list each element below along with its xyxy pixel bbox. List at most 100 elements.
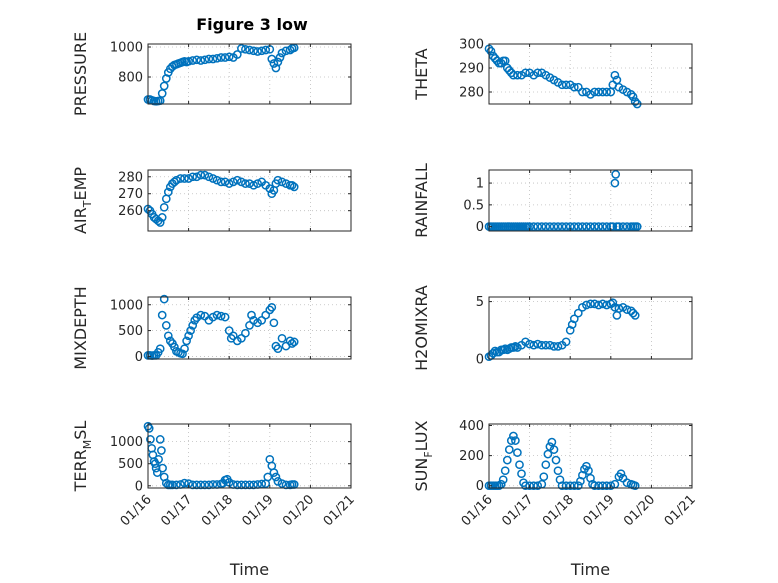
data-point (533, 481, 543, 491)
data-point (561, 337, 571, 347)
y-axis-label: RAINFALL (412, 163, 431, 238)
data-point (565, 325, 575, 335)
axes-box (488, 169, 693, 232)
data-point (578, 87, 587, 97)
y-tick-label: 0.5 (463, 198, 484, 213)
data-point (509, 70, 518, 80)
subplot-rainfall: 0 0.5 1 RAINFALL (412, 163, 693, 238)
data-point (212, 310, 222, 320)
data-point (224, 179, 234, 188)
plot-area (489, 44, 692, 104)
data-point (216, 311, 226, 321)
data-point (157, 446, 166, 455)
data-point (628, 308, 638, 318)
data-point (545, 222, 555, 231)
x-tick-label: 01/20 (621, 492, 658, 529)
data-point (541, 340, 551, 350)
data-point (188, 172, 198, 182)
data-point (224, 326, 234, 335)
data-point (618, 222, 628, 231)
data-point (155, 435, 165, 444)
data-point (602, 222, 612, 231)
data-point (573, 222, 583, 231)
data-point (271, 472, 281, 482)
data-point (565, 481, 575, 491)
data-point (557, 80, 567, 90)
data-point (157, 310, 167, 320)
data-point (155, 218, 165, 227)
plot-area (148, 297, 351, 359)
x-tick-label: 01/20 (280, 492, 317, 529)
data-point (196, 310, 206, 320)
y-axis-label: THETA (412, 48, 431, 100)
data-series (143, 294, 299, 360)
data-point (154, 454, 163, 464)
subplot-pressure: 800 1000 PRESSURE (71, 32, 352, 116)
x-tick-label: 01/17 (158, 492, 195, 529)
data-point (594, 481, 603, 491)
data-point (163, 331, 173, 341)
data-point (232, 50, 242, 59)
data-point (241, 328, 250, 338)
data-point (502, 455, 512, 465)
x-axis-label: Time (570, 560, 610, 579)
data-point (541, 222, 551, 231)
subplot-sun_flux: 0 200 400 01/16 01/17 01/18 01/19 01/20 01/21 SUN… (412, 419, 699, 579)
data-point (582, 222, 591, 231)
x-tick-label: 01/16 (459, 492, 496, 529)
data-point (610, 302, 620, 312)
data-point (269, 59, 279, 68)
x-tick-label: 01/18 (540, 492, 577, 529)
data-point (590, 87, 599, 97)
data-point (152, 468, 162, 477)
data-point (184, 174, 193, 183)
data-point (509, 431, 518, 441)
data-point (159, 294, 169, 304)
y-tick-label: 800 (118, 71, 143, 86)
data-point (630, 481, 640, 491)
data-point (163, 187, 173, 197)
axes-box (147, 43, 352, 105)
data-point (176, 174, 185, 183)
x-tick-label: 01/17 (499, 492, 536, 529)
data-point (275, 53, 285, 62)
data-point (180, 174, 189, 183)
data-point (569, 222, 579, 231)
data-point (182, 336, 191, 346)
data-point (608, 298, 618, 308)
data-point (586, 222, 595, 231)
data-point (273, 57, 283, 67)
data-point (184, 56, 193, 66)
y-tick-label: 1000 (110, 298, 143, 313)
x-tick-label: 01/19 (581, 492, 618, 529)
data-point (200, 55, 210, 65)
data-point (498, 475, 508, 485)
data-point (249, 46, 258, 56)
data-point (529, 340, 539, 350)
data-point (204, 172, 214, 182)
data-point (245, 45, 254, 55)
data-point (573, 308, 583, 318)
data-point (513, 448, 522, 457)
data-point (533, 68, 543, 78)
data-point (232, 175, 242, 185)
data-point (237, 177, 246, 187)
data-point (287, 180, 297, 190)
data-point (261, 45, 271, 55)
data-series (143, 43, 299, 106)
data-point (578, 222, 587, 231)
x-tick-label: 01/21 (662, 492, 699, 529)
data-series (484, 44, 642, 109)
axes-box (147, 169, 352, 232)
data-point (237, 44, 246, 53)
data-point (511, 436, 520, 445)
y-axis-label: AIRTEMP (71, 167, 94, 234)
data-point (594, 222, 603, 231)
y-tick-label: 270 (118, 187, 143, 202)
figure-title: Figure 3 low (196, 15, 308, 34)
data-point (224, 52, 234, 62)
data-point (216, 53, 226, 62)
data-point (277, 333, 287, 343)
y-axis-label: PRESSURE (71, 32, 90, 116)
